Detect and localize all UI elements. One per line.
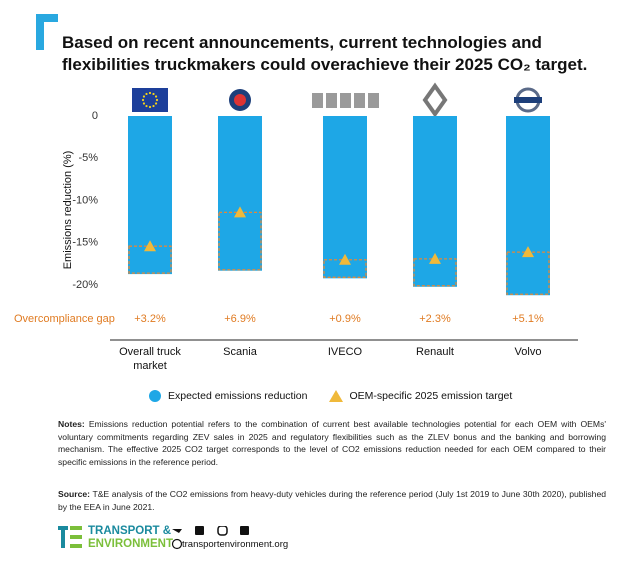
star [154,102,158,105]
star [152,104,155,108]
brand-logo [422,82,448,118]
chart-title: Based on recent announcements, current t… [62,33,588,74]
x-tick-label: Scania [223,346,257,358]
x-tick-label: Renault [416,346,454,358]
y-tick-label: 0 [92,110,98,122]
brand-logo [229,89,251,111]
legend: Expected emissions reduction OEM-specifi… [148,389,512,403]
gap-label: +3.2% [134,313,166,325]
x-tick-label: Overall truck market [119,346,181,372]
logo-block [368,93,379,108]
star [142,95,146,98]
star [145,104,148,108]
legend-label: OEM-specific 2025 emission target [349,390,513,402]
logo-block [340,93,351,108]
x-tick-label: Volvo [514,346,542,358]
logo-block [326,93,337,108]
bar [218,116,262,271]
star [155,98,159,102]
legend-label: Expected emissions reduction [168,390,308,402]
star [145,92,148,96]
emblem [422,82,448,118]
emblem-inner [234,94,246,106]
star [148,105,152,109]
brand-name: TRANSPORT & [88,525,172,537]
star [148,91,152,95]
x-tick-label: IVECO [327,346,363,358]
star [141,98,145,102]
notes-text: Emissions reduction potential refers to … [58,419,607,467]
logo-block [354,93,365,108]
target-marker [234,206,246,218]
brand-logo [58,526,82,548]
star [152,92,155,96]
gap-label: +5.1% [512,313,544,325]
social-icons [171,526,249,550]
gap-label: +2.3% [419,313,451,325]
star [154,95,158,98]
bar [323,116,367,279]
target-marker [522,246,534,258]
legend-swatch [328,390,343,402]
brand-logo [514,87,542,113]
target-marker [339,253,351,265]
brand-logo [132,88,168,112]
gap-label: +6.9% [224,313,256,325]
target-marker [144,240,156,252]
bar [506,116,550,296]
logo-block [312,93,323,108]
corner-mark [36,14,58,50]
y-tick-label: -5% [78,152,98,164]
brand-name: ENVIRONMENT [88,538,173,550]
gap-row-label: Overcompliance gap [14,313,115,325]
website[interactable]: transportenvironment.org [182,539,289,550]
target-marker [429,252,441,264]
legend-swatch [149,390,161,402]
y-tick-label: -10% [72,194,98,206]
source-text: T&E analysis of the CO2 emissions from h… [58,489,607,512]
y-tick-label: -20% [72,279,98,291]
notes: Notes: Emissions reduction potential ref… [58,418,606,468]
flag [132,88,168,112]
source-label: Source: [58,489,90,499]
source: Source: T&E analysis of the CO2 emission… [58,488,606,513]
band [514,97,542,103]
brand-logo [312,93,379,108]
y-tick-label: -15% [72,237,98,249]
star [142,102,146,105]
y-axis-label: Emissions reduction (%) [62,151,74,270]
notes-label: Notes: [58,419,85,429]
gap-label: +0.9% [329,313,361,325]
